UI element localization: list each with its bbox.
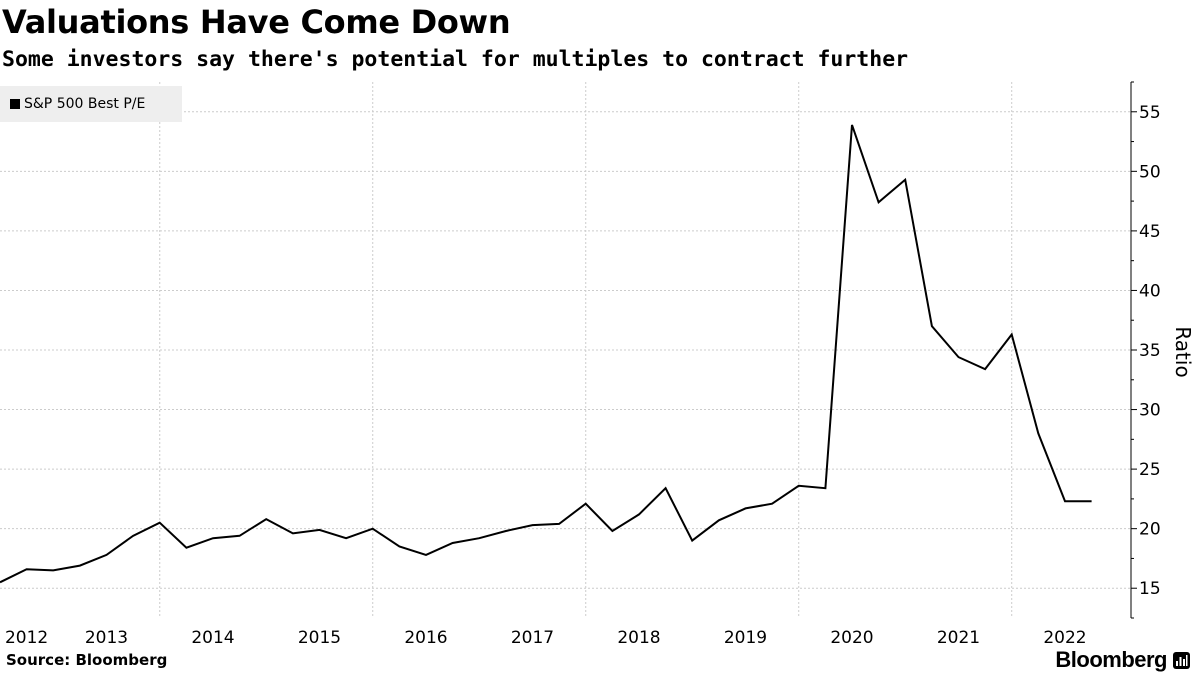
y-tick-label-15: 15 bbox=[1139, 579, 1161, 599]
x-tick-label-2018: 2018 bbox=[617, 628, 660, 648]
source-note: Source: Bloomberg bbox=[6, 651, 168, 669]
x-tick-label-2017: 2017 bbox=[511, 628, 554, 648]
x-tick-label-2012: 2012 bbox=[5, 628, 48, 648]
horizontal-gridlines bbox=[0, 111, 1131, 589]
chart-subtitle: Some investors say there's potential for… bbox=[2, 47, 909, 72]
legend: S&P 500 Best P/E bbox=[0, 86, 182, 122]
x-tick-label-2016: 2016 bbox=[404, 628, 447, 648]
x-tick-label-2014: 2014 bbox=[191, 628, 234, 648]
x-tick-label-2013: 2013 bbox=[85, 628, 128, 648]
y-tick-label-40: 40 bbox=[1139, 281, 1161, 301]
legend-label-sp500-best-pe: S&P 500 Best P/E bbox=[24, 96, 146, 112]
y-tick-label-30: 30 bbox=[1139, 401, 1161, 421]
x-tick-label-2021: 2021 bbox=[937, 628, 980, 648]
series-line-sp500-best-pe bbox=[0, 124, 1092, 584]
x-tick-label-2015: 2015 bbox=[298, 628, 341, 648]
y-tick-label-35: 35 bbox=[1139, 341, 1161, 361]
legend-swatch-sp500-best-pe bbox=[10, 99, 20, 109]
y-axis-ticks: 15 20 25 30 35 40 45 50 55 bbox=[1131, 81, 1161, 619]
brand-name: Bloomberg bbox=[1055, 647, 1167, 672]
vertical-gridlines bbox=[159, 82, 1013, 618]
brand-logo: Bloomberg bbox=[1055, 647, 1190, 673]
y-axis-label: Ratio bbox=[1171, 326, 1195, 377]
x-tick-label-2019: 2019 bbox=[724, 628, 767, 648]
bloomberg-terminal-icon bbox=[1173, 651, 1190, 669]
y-tick-label-20: 20 bbox=[1139, 520, 1161, 540]
x-axis-labels: 2012 2013 2014 2015 2016 2017 2018 2019 2020 2021… bbox=[5, 628, 1087, 648]
x-tick-label-2022: 2022 bbox=[1043, 628, 1086, 648]
y-tick-label-45: 45 bbox=[1139, 222, 1161, 242]
y-tick-label-55: 55 bbox=[1139, 103, 1161, 123]
y-tick-label-50: 50 bbox=[1139, 162, 1161, 182]
y-tick-label-25: 25 bbox=[1139, 460, 1161, 480]
chart-title: Valuations Have Come Down bbox=[2, 3, 511, 41]
x-tick-label-2020: 2020 bbox=[830, 628, 873, 648]
